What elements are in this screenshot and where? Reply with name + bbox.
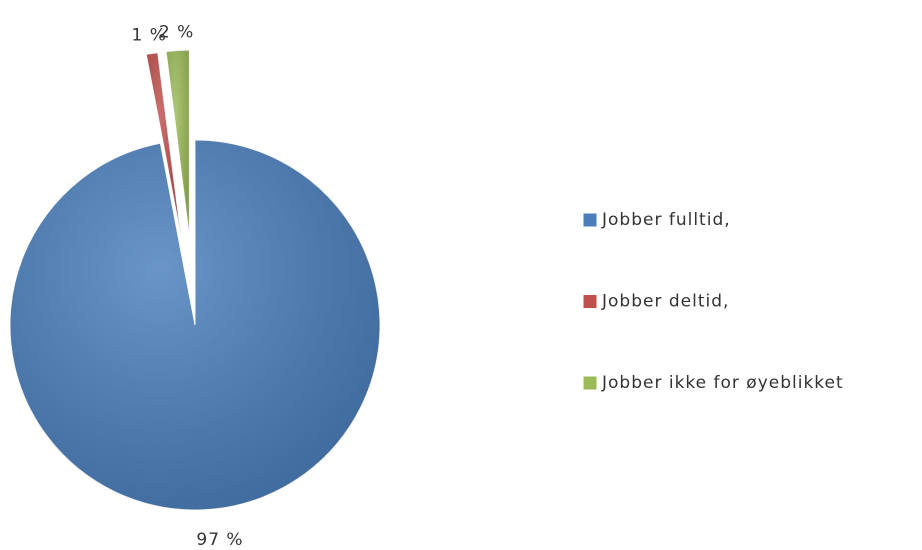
legend-label: Jobber ikke for øyeblikket [601,373,844,393]
legend-marker [582,375,598,391]
legend-marker [582,294,598,309]
legend-label: Jobber fulltid, [601,210,731,230]
data-label: 1 % [131,26,166,46]
data-label: 97 % [196,530,243,550]
slice-shine [146,52,181,237]
slice-shine [166,50,190,236]
slice-shine [9,140,380,510]
legend-marker [582,212,598,228]
data-label: 2 % [159,23,194,43]
legend-label: Jobber deltid, [601,292,729,312]
